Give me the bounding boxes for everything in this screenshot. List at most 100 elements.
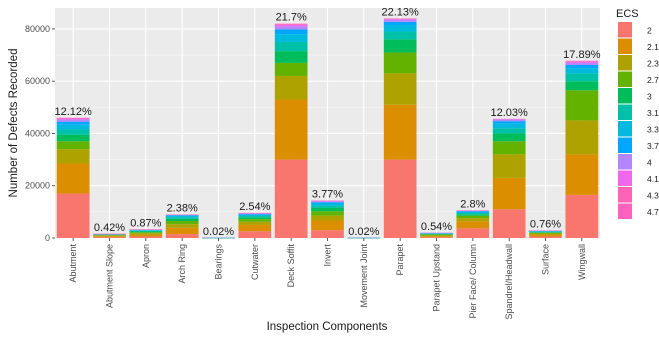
bar-segment — [565, 120, 599, 155]
bar-segment — [238, 221, 272, 225]
legend-label: 4.7 — [647, 207, 659, 217]
bar-segment — [311, 211, 344, 216]
bar-segment — [529, 232, 562, 233]
legend-key — [618, 38, 632, 54]
bar-segment — [529, 236, 562, 238]
bar-segment — [165, 227, 199, 235]
bar-segment — [383, 104, 417, 160]
y-tick-label: 40000 — [25, 128, 50, 138]
x-tick-label: Arch Ring — [177, 244, 187, 284]
bar-segment — [165, 218, 199, 222]
y-tick-label: 60000 — [25, 76, 50, 86]
bar-segment — [311, 201, 344, 203]
bar-segment — [383, 159, 417, 238]
bar-segment — [492, 119, 526, 122]
percent-labels: 12.12% 0.42% 0.87% 2.38% 0.02% 2.54% 21.7% 3.77… — [55, 6, 601, 237]
legend-label: 3.1 — [647, 108, 659, 118]
bar-segment — [311, 220, 344, 231]
bar-segment — [165, 217, 199, 219]
bar-segment — [165, 215, 199, 217]
x-tick-label: Parapet Upstand — [432, 244, 442, 312]
x-tick-label: Abutment — [68, 244, 78, 283]
bar-segment — [165, 221, 199, 225]
bar-segment — [274, 29, 308, 35]
bar-segment — [456, 214, 490, 216]
legend-label: 4 — [647, 157, 652, 167]
bar-segment — [129, 232, 163, 234]
bar-segment — [565, 194, 599, 238]
y-tick-label: 20000 — [25, 181, 50, 191]
bar-segment — [383, 73, 417, 105]
bar-segment — [565, 62, 599, 65]
legend-key — [618, 203, 632, 219]
x-tick-label: Invert — [323, 244, 333, 267]
bar-segment — [565, 73, 599, 82]
x-tick-label: Pier Face/ Column — [468, 244, 478, 319]
percent-label: 12.12% — [55, 106, 93, 118]
legend-label: 2.3 — [647, 58, 659, 68]
bar-segment — [274, 51, 308, 63]
percent-label: 22.13% — [382, 6, 420, 18]
bar-segment — [311, 207, 344, 212]
bar-segment — [274, 75, 308, 100]
bar-segment — [492, 209, 526, 238]
legend-label: 3.7 — [647, 141, 659, 151]
bar-segment — [311, 205, 344, 208]
legend-title: ECS — [616, 8, 639, 20]
bar-segment — [492, 121, 526, 124]
bar-segment — [565, 81, 599, 91]
bar-segment — [129, 233, 163, 235]
y-axis-title: Number of Defects Recorded — [8, 49, 20, 198]
bar-segment — [565, 154, 599, 195]
legend: ECS 2 2.1 2.3 2.7 3 3.1 3.3 3.7 4 4.1 4.3 4.7 — [616, 8, 659, 219]
bar-segment — [383, 18, 417, 20]
x-tick-label: Wingwall — [577, 244, 587, 280]
x-tick-label: Bearings — [214, 244, 224, 280]
bar-segment — [274, 34, 308, 42]
legend-key — [618, 170, 632, 186]
percent-label: 2.8% — [460, 198, 485, 210]
bar-segment — [129, 236, 163, 238]
bar-segment — [456, 213, 490, 215]
legend-label: 4.3 — [647, 190, 659, 200]
bar-segment — [383, 21, 417, 25]
bar-segment — [93, 236, 126, 238]
bar-segment — [420, 236, 453, 238]
percent-label: 12.03% — [491, 107, 529, 119]
legend-label: 3 — [647, 91, 652, 101]
bar-segment — [56, 134, 90, 142]
bar-segment — [56, 121, 90, 125]
bar-segment — [529, 232, 562, 234]
y-axis: 0 20000 40000 60000 80000 — [25, 24, 55, 243]
bar-segment — [529, 234, 562, 237]
bar-segment — [311, 230, 344, 238]
x-tick-label: Movement Joint — [359, 244, 369, 308]
percent-label: 3.77% — [312, 189, 343, 201]
percent-label: 0.02% — [348, 226, 379, 238]
bar-segment — [383, 39, 417, 53]
x-tick-label: Parapet — [395, 244, 405, 276]
bar-segment — [274, 26, 308, 30]
bar-segment — [456, 218, 490, 222]
percent-label: 21.7% — [276, 12, 307, 24]
legend-key — [618, 71, 632, 87]
bar-segment — [311, 215, 344, 221]
bar-segment — [93, 237, 126, 238]
legend-key — [618, 137, 632, 153]
bar-segment — [165, 216, 199, 218]
bar-segment — [274, 23, 308, 25]
bar-segment — [529, 233, 562, 235]
y-tick-label: 0 — [45, 233, 50, 243]
bar-segment — [238, 219, 272, 222]
legend-key — [618, 121, 632, 137]
percent-label: 17.89% — [563, 49, 601, 61]
bar-segment — [129, 234, 163, 237]
percent-label: 2.54% — [239, 201, 270, 213]
legend-key — [618, 22, 632, 38]
bar-segment — [129, 230, 163, 232]
bar-segment — [456, 215, 490, 219]
bar-segment — [383, 52, 417, 74]
x-axis: Abutment Abutment Slope Apron Arch Ring Bear… — [68, 238, 587, 320]
legend-label: 2.1 — [647, 42, 659, 52]
